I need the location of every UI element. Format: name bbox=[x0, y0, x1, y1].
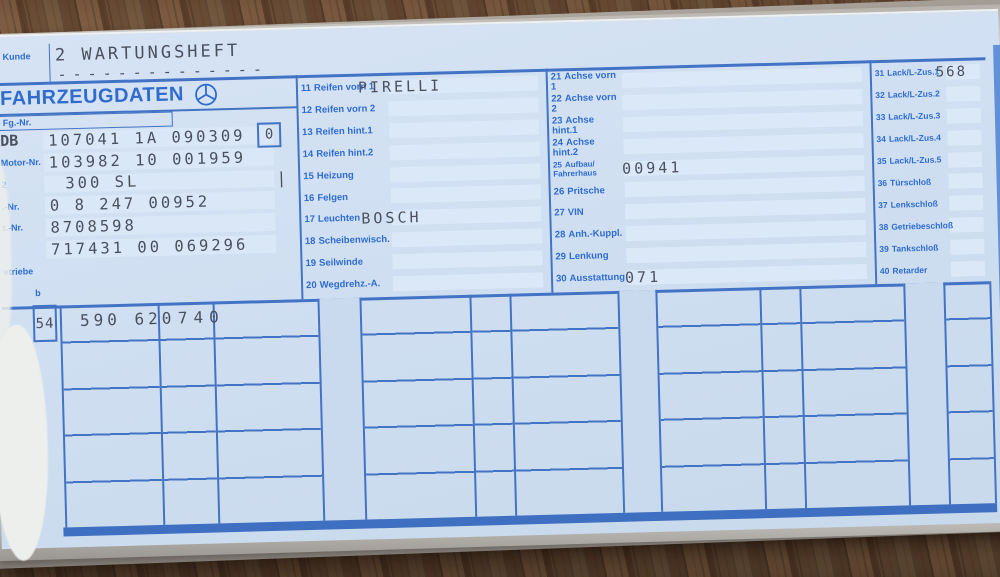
row-label: b bbox=[35, 287, 41, 298]
field-label: 15 Heizung bbox=[303, 169, 354, 182]
value-cell bbox=[392, 272, 544, 292]
field-label: 28 Anh.-Kuppl. bbox=[554, 228, 623, 241]
grid-column bbox=[509, 290, 624, 516]
value-cell bbox=[622, 110, 864, 132]
row-label: DB bbox=[0, 131, 19, 151]
grid-column bbox=[59, 302, 164, 528]
grid-column bbox=[359, 294, 476, 520]
value-cell bbox=[392, 250, 543, 270]
value-cell bbox=[391, 228, 543, 248]
field-label: 27 VIN bbox=[554, 207, 584, 219]
value-cell bbox=[388, 97, 539, 117]
typed-mark: | bbox=[276, 168, 287, 188]
mercedes-star-icon bbox=[195, 83, 217, 106]
grid-spacer bbox=[617, 289, 662, 513]
field-label: 33 Lack/L-Zus.3 bbox=[875, 110, 941, 123]
field-value: PIRELLI bbox=[357, 76, 443, 97]
row-value: 0 8 247 00952 bbox=[49, 192, 211, 215]
grid-typed-codes: 590 620 bbox=[79, 308, 176, 331]
field-label: 36 Türschloß bbox=[877, 176, 932, 189]
value-cell bbox=[624, 176, 865, 198]
grid-spacer bbox=[903, 282, 950, 506]
grid-column bbox=[943, 281, 996, 505]
field-label: 25 Aufbau/ Fahrerhaus bbox=[552, 159, 597, 179]
field-row-33: 33 Lack/L-Zus.3 bbox=[871, 104, 986, 129]
field-value: 00941 bbox=[621, 157, 683, 178]
fahrzeugdaten-panel: FAHRZEUGDATEN Fg.-Nr. DB 107041 1A 09030… bbox=[0, 75, 304, 308]
fahrzeugdaten-form-page: ) Kunde 2 WARTUNGSHEFT -------------- FA… bbox=[0, 8, 1000, 561]
field-label: 38 Getriebeschloß bbox=[878, 219, 954, 232]
field-row-37: 37 Lenkschloß bbox=[873, 192, 988, 217]
value-cell bbox=[390, 184, 541, 204]
service-grid: 54 590 620 740 bbox=[32, 281, 998, 528]
field-row-35: 35 Lack/L-Zus.5 bbox=[872, 148, 987, 173]
value-cell bbox=[389, 141, 540, 161]
field-label: 39 Tankschloß bbox=[879, 242, 939, 254]
field-label: 12 Reifen vorn 2 bbox=[301, 103, 376, 117]
grid-spacer bbox=[317, 297, 366, 521]
field-row-36: 36 Türschloß bbox=[872, 170, 987, 195]
field-label: 16 Felgen bbox=[303, 191, 349, 204]
field-label: 37 Lenkschloß bbox=[878, 198, 939, 210]
kunde-divider-line bbox=[48, 43, 51, 82]
field-label: 13 Reifen hint.1 bbox=[301, 125, 373, 138]
field-label: 23 Achse hint.1 bbox=[551, 114, 595, 137]
paper-damage-patch bbox=[0, 324, 50, 561]
field-row-31: 31 Lack/L-Zus.1 568 bbox=[869, 60, 984, 85]
field-label: 20 Wegdrehz.-A. bbox=[305, 278, 381, 292]
fahrzeugdaten-rows: DB 107041 1A 090309 0 Motor-Nr. 103982 1… bbox=[0, 122, 301, 307]
grid-column bbox=[799, 283, 910, 509]
grid-code-box: 54 bbox=[32, 304, 58, 343]
field-label: 35 Lack/L-Zus.5 bbox=[876, 154, 942, 167]
grid-column bbox=[655, 287, 766, 512]
grid-column bbox=[759, 286, 806, 510]
field-row-32: 32 Lack/L-Zus.2 bbox=[870, 82, 985, 107]
grid-column bbox=[157, 301, 219, 525]
value-cell bbox=[625, 198, 866, 220]
row-label: Motor-Nr. bbox=[0, 157, 41, 169]
field-label: 24 Achse hint.2 bbox=[552, 136, 595, 159]
value-cell bbox=[390, 162, 541, 182]
field-label: 26 Pritsche bbox=[553, 184, 605, 198]
check-digit-box: 0 bbox=[256, 122, 282, 148]
fields-11-20-column: 11 Reifen vorn 1 PIRELLI 12 Reifen vorn 2 1… bbox=[295, 68, 554, 300]
field-label: 29 Lenkung bbox=[555, 250, 609, 263]
field-label: 21 Achse vorn 1 bbox=[550, 69, 617, 93]
vehicle-data-section: FAHRZEUGDATEN Fg.-Nr. DB 107041 1A 09030… bbox=[0, 57, 990, 311]
field-label: 34 Lack/L-Zus.4 bbox=[876, 132, 942, 145]
field-label: 19 Seilwinde bbox=[305, 256, 364, 270]
fahrzeugdaten-title: FAHRZEUGDATEN bbox=[0, 83, 185, 111]
value-cell bbox=[622, 88, 863, 111]
field-row-39: 39 Tankschloß bbox=[874, 235, 989, 260]
grid-typed-code-740: 740 bbox=[177, 307, 226, 328]
field-label: 30 Ausstattung bbox=[555, 271, 626, 285]
grid-column bbox=[469, 293, 516, 517]
field-value: 071 bbox=[624, 267, 662, 287]
field-label: 22 Achse vorn 2 bbox=[551, 91, 617, 115]
row-value: 8708598 bbox=[50, 216, 138, 237]
field-label: 18 Scheibenwisch. bbox=[304, 234, 390, 248]
value-cell bbox=[625, 220, 866, 242]
value-cell bbox=[621, 66, 862, 89]
fahrzeugdaten-header: FAHRZEUGDATEN bbox=[0, 75, 297, 117]
field-value: 568 bbox=[935, 63, 968, 81]
field-row-34: 34 Lack/L-Zus.4 bbox=[871, 126, 986, 151]
field-row-38: 38 Getriebeschloß bbox=[873, 214, 988, 239]
value-cell bbox=[626, 264, 868, 286]
value-cell bbox=[623, 132, 864, 154]
value-cell bbox=[626, 242, 867, 264]
field-label: 32 Lack/L-Zus.2 bbox=[875, 88, 940, 101]
field-row-40: 40 Retarder bbox=[875, 257, 990, 282]
fields-21-30-column: 21 Achse vorn 1 22 Achse vorn 2 23 Achse hi… bbox=[545, 60, 878, 293]
row-value: 300 SL bbox=[65, 172, 140, 193]
kunde-field-label: ) Kunde bbox=[0, 51, 31, 63]
fields-31-40-column: 31 Lack/L-Zus.1 568 32 Lack/L-Zus.2 33 Lack/… bbox=[869, 57, 989, 284]
value-cell bbox=[388, 119, 540, 139]
field-label: 40 Retarder bbox=[879, 264, 928, 276]
field-value: BOSCH bbox=[361, 208, 422, 228]
grid-column bbox=[212, 298, 324, 524]
field-label: 14 Reifen hint.2 bbox=[302, 146, 374, 160]
